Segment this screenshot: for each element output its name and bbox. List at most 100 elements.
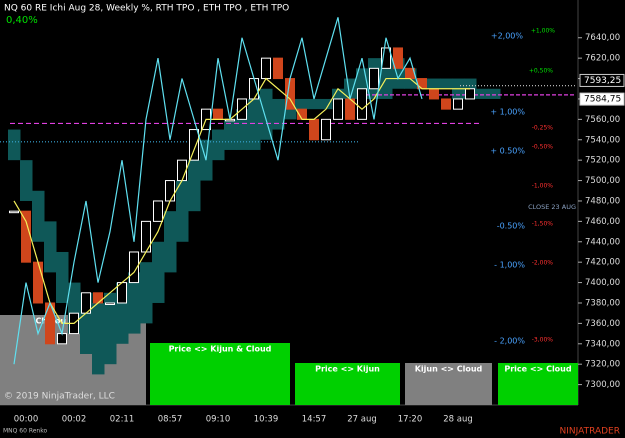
price-brick (105, 302, 115, 305)
price-brick (357, 88, 367, 120)
price-brick (177, 159, 187, 182)
price-brick (153, 200, 163, 222)
cloud-segment (32, 190, 45, 242)
y-tick-label: 7440,00 (585, 237, 620, 247)
signal-box (498, 363, 578, 405)
y-tick-label: 7340,00 (585, 339, 620, 349)
cloud-segment (308, 98, 321, 110)
y-tick-label: 7420,00 (585, 258, 620, 268)
price-label-box (579, 92, 625, 106)
annotation: - 1,00% (494, 261, 525, 270)
signal-label: Price <> Cloud (504, 365, 572, 374)
price-brick (381, 47, 391, 69)
x-tick-label: 17:20 (398, 415, 423, 425)
cloud-segment (272, 98, 285, 130)
price-brick (165, 180, 175, 202)
price-label: 7584,75 (584, 95, 621, 105)
cloud-segment (428, 78, 441, 89)
cloud-segment (476, 88, 489, 99)
cloud-segment (20, 160, 33, 201)
annotation: +0,50% (529, 68, 553, 75)
cloud-segment (488, 88, 501, 99)
annotation: +2,00% (491, 32, 524, 41)
y-tick-label: 7380,00 (585, 298, 620, 308)
annotation: - 2,00% (494, 337, 525, 346)
cloud-segment (260, 88, 273, 140)
cloud-segment (128, 272, 141, 334)
annotation: -0,50% (532, 144, 554, 151)
cloud-segment (320, 98, 333, 110)
cloud-segment (248, 98, 261, 150)
y-tick-label: 7300,00 (585, 380, 620, 390)
cloud-segment (176, 180, 189, 242)
price-brick (21, 210, 31, 263)
price-brick (321, 118, 331, 141)
y-tick-label: 7620,00 (585, 54, 620, 64)
price-brick (465, 88, 475, 100)
cloud-segment (344, 78, 357, 99)
cloud-segment (224, 119, 237, 150)
price-brick (453, 98, 463, 110)
price-brick (213, 108, 223, 120)
chart-subtitle: 0,40% (6, 15, 38, 26)
cloud-segment (140, 262, 153, 324)
annotation: + 1,00% (490, 108, 525, 117)
annotation: +1,00% (531, 28, 555, 35)
y-tick-label: 7560,00 (585, 115, 620, 125)
y-tick-label: 7360,00 (585, 319, 620, 329)
y-tick-label: 7460,00 (585, 217, 620, 227)
cloud-segment (92, 302, 105, 375)
cloud-segment (440, 78, 453, 89)
y-tick-label: 7400,00 (585, 278, 620, 288)
price-brick (369, 67, 379, 90)
annotation: -1,00% (532, 183, 554, 190)
y-tick-label: 7500,00 (585, 176, 620, 186)
series-line (13, 77, 470, 324)
price-brick (9, 210, 19, 214)
cloud-segment (332, 88, 345, 99)
instrument: MNQ 60 Renko (3, 428, 47, 435)
x-tick-label: 28 aug (443, 415, 473, 425)
cloud-segment (152, 241, 165, 303)
x-tick-label: 10:39 (254, 415, 279, 425)
cloud-segment (8, 129, 21, 161)
annotation: -3,00% (532, 337, 554, 344)
price-brick (261, 57, 271, 80)
price-label: 7593,25 (584, 76, 621, 86)
y-tick-label: 7540,00 (585, 135, 620, 145)
cloud-segment (56, 251, 69, 303)
y-tick-label: 7520,00 (585, 156, 620, 166)
signal-label: Price <> Kijun (315, 365, 380, 374)
y-tick-label: 7320,00 (585, 360, 620, 370)
annotation: -2,00% (532, 260, 554, 267)
annotation: -1,50% (532, 221, 554, 228)
x-tick-label: 00:02 (62, 415, 87, 425)
price-brick (273, 57, 283, 80)
price-brick (189, 129, 199, 161)
price-label-box (579, 73, 625, 87)
price-brick (33, 261, 43, 304)
chart-title: NQ 60 RE Ichi Aug 28, Weekly %, RTH TPO … (4, 4, 289, 14)
x-tick-label: 02:11 (110, 415, 135, 425)
signal-label: Price <> Kijun & Cloud (169, 345, 272, 354)
price-brick (393, 47, 403, 69)
annotation: CLOSE 23 AUG (528, 203, 576, 211)
x-tick-label: 09:10 (206, 415, 231, 425)
cloud-segment (104, 292, 117, 365)
series-line (13, 17, 423, 365)
price-brick (93, 292, 103, 304)
brand: NINJATRADER (560, 427, 621, 437)
cloud-segment (188, 160, 201, 212)
price-brick (429, 88, 439, 100)
signal-box (150, 343, 290, 405)
cloud-segment (164, 211, 177, 273)
signal-box (405, 363, 492, 405)
cloud-segment (296, 98, 309, 110)
x-tick-label: 08:57 (158, 415, 183, 425)
footer: © 2019 NinjaTrader, LLC (4, 392, 115, 402)
signal-label: Kijun <> Cloud (415, 365, 483, 374)
price-brick (309, 118, 319, 141)
price-brick (333, 98, 343, 120)
price-brick (129, 251, 139, 284)
